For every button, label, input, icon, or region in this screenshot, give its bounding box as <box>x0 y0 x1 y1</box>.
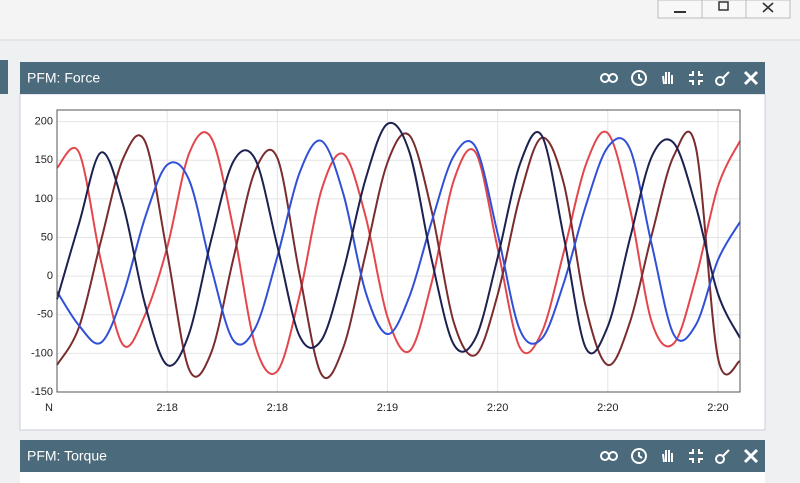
y-tick-label: -150 <box>31 386 53 398</box>
close-button[interactable] <box>745 0 791 19</box>
toolbar-button[interactable] <box>689 71 703 85</box>
icon <box>662 72 673 85</box>
toolbar-button[interactable] <box>631 70 647 86</box>
toolbar-button[interactable] <box>662 72 673 85</box>
side-tab[interactable] <box>0 60 8 94</box>
icon <box>608 451 618 461</box>
y-tick-label: 200 <box>35 115 53 127</box>
toolbar-button[interactable] <box>743 448 759 464</box>
series-line <box>56 137 741 346</box>
x-tick-label: 2:20 <box>707 402 728 414</box>
icon <box>689 71 703 85</box>
x-tick-label: 2:20 <box>597 402 618 414</box>
toolbar-button[interactable] <box>715 71 730 86</box>
x-tick-label: 2:18 <box>156 402 177 414</box>
close-icon <box>762 2 774 13</box>
x-tick-label: N <box>45 402 53 414</box>
icon <box>631 448 647 464</box>
icon <box>638 452 643 459</box>
icon <box>631 70 647 86</box>
y-tick-label: -50 <box>37 309 53 321</box>
icon <box>715 454 725 464</box>
icon <box>743 70 759 86</box>
icon <box>662 450 673 463</box>
y-tick-label: 100 <box>35 193 53 205</box>
icon <box>743 448 759 464</box>
window-buttons <box>657 0 791 19</box>
icon <box>722 449 730 457</box>
y-tick-label: 150 <box>35 154 53 166</box>
toolbar-button[interactable] <box>600 73 618 83</box>
panel-header <box>20 440 765 472</box>
panel-body <box>20 472 765 483</box>
icon <box>608 73 618 83</box>
minimize-button[interactable] <box>657 0 703 19</box>
icon <box>715 76 725 86</box>
series-line <box>56 121 741 367</box>
toolbar-button[interactable] <box>743 70 759 86</box>
icon <box>638 74 643 81</box>
y-tick-label: 0 <box>47 270 53 282</box>
toolbar-button[interactable] <box>689 449 703 463</box>
chart: -150 -100 -50 0 50 100 150 200 N 2:18 2:18 2:19 2:20… <box>31 109 741 414</box>
x-tick-label: 2:20 <box>487 402 508 414</box>
icon <box>689 449 703 463</box>
panel-toolbar <box>600 448 759 464</box>
panel-title: PFM: Force <box>27 70 100 86</box>
panel-header <box>20 62 765 94</box>
maximize-icon <box>718 1 729 11</box>
toolbar-button[interactable] <box>662 450 673 463</box>
toolbar-button[interactable] <box>715 449 730 464</box>
panel-toolbar <box>600 70 759 86</box>
y-tick-label: -100 <box>31 347 53 359</box>
x-tick-label: 2:18 <box>267 402 288 414</box>
x-tick-label: 2:19 <box>377 402 398 414</box>
icon <box>722 71 730 79</box>
series-line <box>56 130 741 375</box>
y-tick-label: 50 <box>41 231 53 243</box>
series-line <box>56 130 741 380</box>
panel-title: PFM: Torque <box>27 448 107 464</box>
plot-frame <box>56 109 741 393</box>
toolbar-button[interactable] <box>631 448 647 464</box>
toolbar-button[interactable] <box>600 451 618 461</box>
